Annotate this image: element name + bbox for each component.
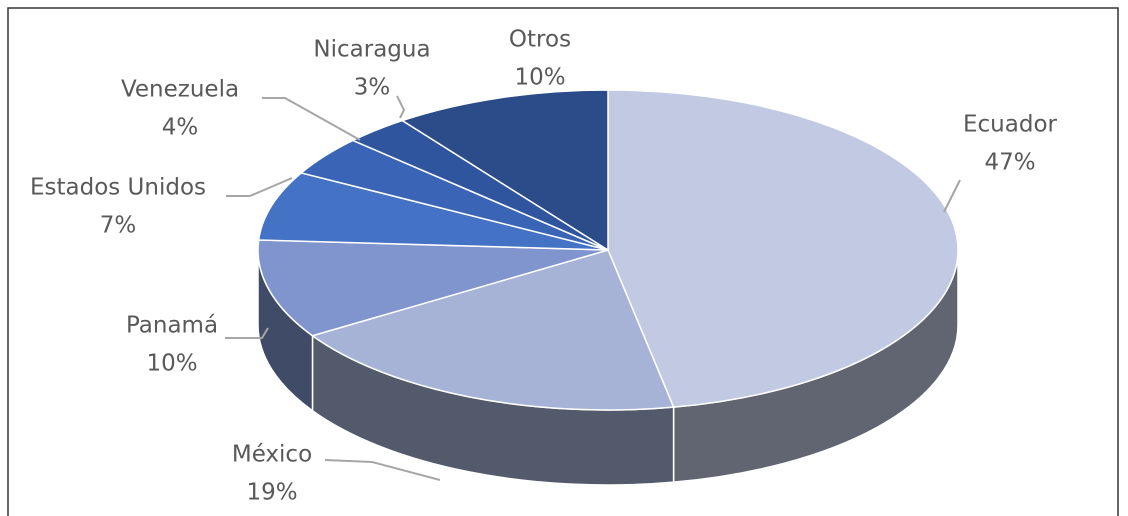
slice	[400, 89, 609, 252]
slice-value-label: 4%	[162, 115, 199, 141]
slice	[257, 239, 609, 337]
leader-line	[324, 459, 441, 481]
slice-label: Ecuador	[963, 112, 1058, 138]
slice-label: Estados Unidos	[30, 175, 206, 201]
slice	[257, 172, 609, 251]
slice-label: México	[232, 442, 312, 468]
slice-value-label: 10%	[146, 351, 197, 377]
slice-label: Nicaragua	[313, 37, 430, 63]
leader-line	[262, 97, 361, 141]
slice-label: Panamá	[126, 313, 218, 339]
leader-line	[226, 177, 293, 197]
slice-value-label: 47%	[984, 150, 1035, 176]
slice-value-label: 10%	[514, 65, 565, 91]
slice-label: Venezuela	[121, 77, 239, 103]
leader-line	[943, 179, 961, 213]
slice-value-label: 7%	[100, 213, 137, 239]
slice-label: Otros	[509, 27, 571, 53]
slice-value-label: 3%	[354, 75, 391, 101]
slice	[310, 249, 675, 411]
leader-line	[225, 327, 269, 339]
slice	[607, 89, 959, 408]
slice-value-label: 19%	[246, 480, 297, 506]
leader-line	[396, 95, 406, 119]
